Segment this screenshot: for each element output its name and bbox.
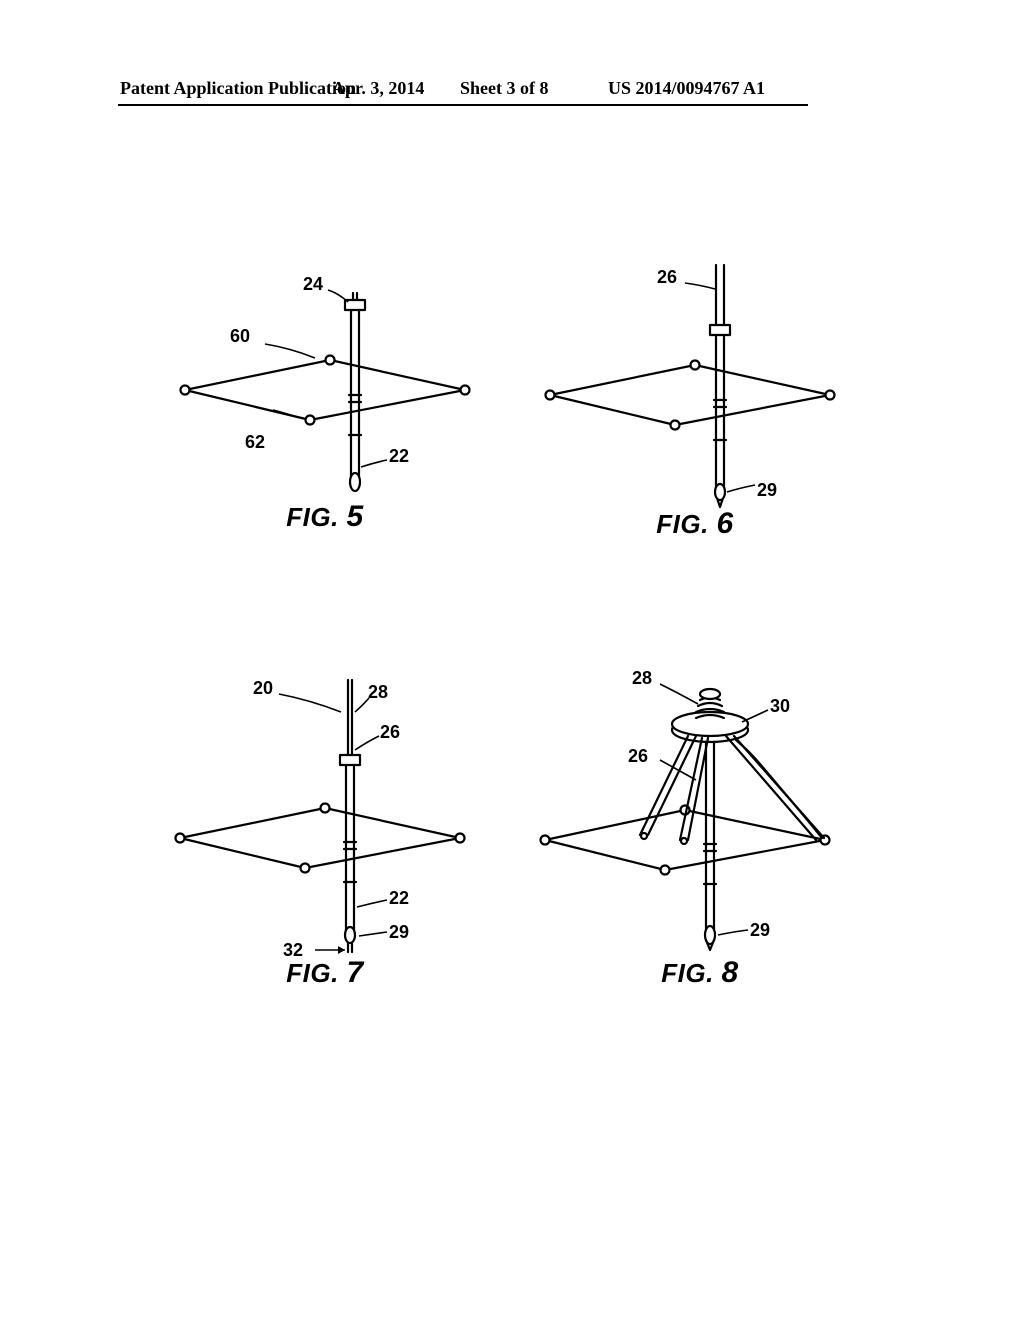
ref-62: 62 — [245, 432, 265, 453]
ref-29: 29 — [389, 922, 409, 943]
figure-8: 28 30 26 29 FIG. 8 — [520, 640, 880, 970]
ref-30: 30 — [770, 696, 790, 717]
fig6-num: 6 — [717, 507, 734, 540]
figure-8-label: FIG. 8 — [520, 956, 880, 990]
header-rule — [118, 104, 808, 106]
fig8-prefix: FIG. — [661, 958, 714, 988]
fig7-prefix: FIG. — [286, 958, 339, 988]
ref-26b: 26 — [628, 746, 648, 767]
figure-5: 24 60 62 22 FIG. 5 — [155, 260, 495, 520]
fig7-num: 7 — [347, 956, 364, 989]
figure-5-svg — [155, 260, 495, 520]
ref-26: 26 — [657, 267, 677, 288]
ref-28b: 28 — [632, 668, 652, 689]
ref-29b: 29 — [750, 920, 770, 941]
ref-22: 22 — [389, 888, 409, 909]
figure-6: 26 29 FIG. 6 — [525, 255, 865, 525]
ref-29: 29 — [757, 480, 777, 501]
header-publication: Patent Application Publication — [120, 78, 356, 99]
fig8-num: 8 — [722, 956, 739, 989]
figure-7: 20 28 26 22 32 29 FIG. 7 — [155, 660, 495, 970]
header-pubno: US 2014/0094767 A1 — [608, 78, 765, 99]
ref-22: 22 — [389, 446, 409, 467]
figure-6-label: FIG. 6 — [525, 507, 865, 541]
ref-60: 60 — [230, 326, 250, 347]
ref-26: 26 — [380, 722, 400, 743]
fig5-prefix: FIG. — [286, 502, 339, 532]
ref-28: 28 — [368, 682, 388, 703]
figure-7-svg — [155, 660, 495, 970]
figure-8-svg — [520, 640, 880, 970]
fig6-prefix: FIG. — [656, 509, 709, 539]
ref-20: 20 — [253, 678, 273, 699]
figure-5-label: FIG. 5 — [155, 500, 495, 534]
figure-6-svg — [525, 255, 865, 525]
header-date: Apr. 3, 2014 — [332, 78, 424, 99]
fig5-num: 5 — [347, 500, 364, 533]
ref-24: 24 — [303, 274, 323, 295]
header-sheet: Sheet 3 of 8 — [460, 78, 549, 99]
figure-7-label: FIG. 7 — [155, 956, 495, 990]
